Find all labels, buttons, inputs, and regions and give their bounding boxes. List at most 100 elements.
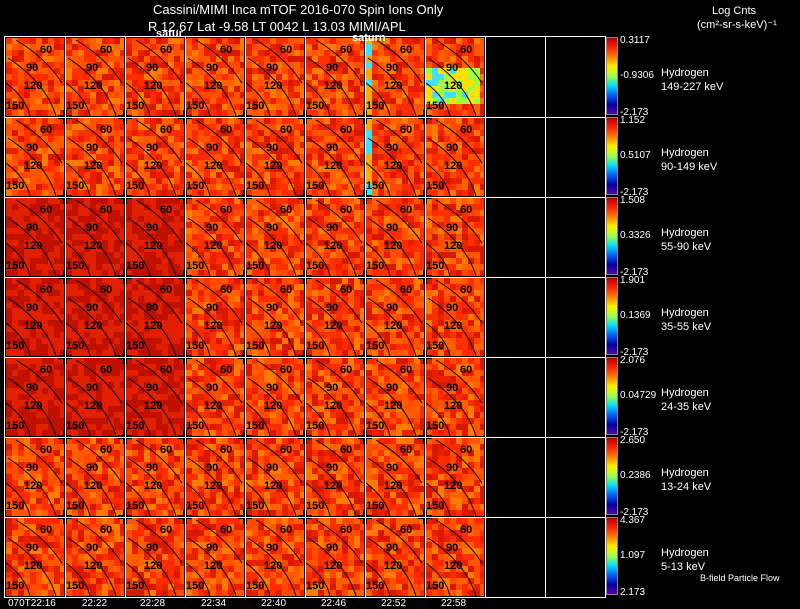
colorbar-min: -2.173 [620,347,649,358]
time-label: 22:34 [201,598,227,609]
pitch-angle-label: 150 [246,100,265,112]
pitch-angle-label: 150 [66,340,85,352]
pitch-angle-label: 120 [384,320,403,332]
time-label: 22:58 [441,598,467,609]
pitch-angle-label: 90 [326,382,339,394]
time-label: 22:22 [82,598,108,609]
pitch-angle-label: 120 [324,240,343,252]
pitch-angle-label: 120 [444,240,463,252]
saturn-label-2: saturn [352,32,386,44]
pitch-angle-label: 60 [400,124,413,136]
pitch-angle-label: 120 [84,480,103,492]
pitch-angle-label: 60 [280,524,293,536]
pitch-angle-map: 60 90 120 150 [426,198,484,276]
pitch-angle-label: 90 [86,462,99,474]
pitch-angle-label: 120 [144,560,163,572]
pitch-angle-map: 60 90 120 150 [426,278,484,356]
pitch-angle-label: 60 [340,124,353,136]
pitch-angle-label: 90 [446,62,459,74]
pitch-angle-label: 120 [264,480,283,492]
pitch-angle-label: 90 [146,142,159,154]
pitch-angle-label: 90 [386,462,399,474]
pitch-angle-label: 60 [340,444,353,456]
pitch-angle-map: 60 90 120 150 [6,518,64,596]
time-label: 22:28 [140,598,166,609]
pitch-angle-label: 150 [126,180,145,192]
colorbar-mid: 0.04729 [620,390,657,401]
pitch-angle-label: 60 [460,44,473,56]
pitch-angle-map: 60 90 120 150 [126,278,184,356]
pitch-angle-label: 60 [40,524,53,536]
pitch-angle-label: 60 [340,284,353,296]
pitch-angle-label: 120 [264,400,283,412]
pitch-angle-map: 60 90 120 150 [246,518,304,596]
saturn-label-1: satur [156,28,183,40]
pitch-angle-label: 90 [446,462,459,474]
pitch-angle-label: 120 [84,160,103,172]
pitch-angle-label: 90 [146,542,159,554]
pitch-angle-label: 90 [146,302,159,314]
pitch-angle-map: 60 90 120 150 [426,358,484,436]
pitch-angle-label: 90 [446,222,459,234]
pitch-angle-label: 150 [186,500,205,512]
pitch-angle-label: 60 [100,44,113,56]
pitch-angle-map: 60 90 120 150 [186,198,244,276]
pitch-angle-label: 150 [246,580,265,592]
pitch-angle-map: 60 90 120 150 [246,278,304,356]
pitch-angle-label: 60 [220,284,233,296]
pitch-angle-label: 120 [84,400,103,412]
pitch-angle-label: 90 [206,462,219,474]
pitch-angle-label: 150 [426,260,445,272]
pitch-angle-label: 60 [40,44,53,56]
colorbar-min: -2.173 [620,107,649,118]
pitch-angle-label: 90 [26,62,39,74]
pitch-angle-label: 150 [306,580,325,592]
species-label: Hydrogen [661,67,709,79]
pitch-angle-label: 60 [40,444,53,456]
pitch-angle-label: 150 [306,180,325,192]
pitch-angle-label: 150 [426,340,445,352]
energy-range-label: 13-24 keV [661,481,712,493]
pitch-angle-label: 150 [6,420,25,432]
pitch-angle-label: 60 [340,44,353,56]
units-subtitle: (cm²-sr-s-keV)⁻¹ [697,19,777,31]
species-label: Hydrogen [661,147,709,159]
colorbar-max: 2.076 [620,355,646,366]
pitch-angle-label: 120 [444,320,463,332]
colorbar-mid: 0.5107 [620,150,651,161]
pitch-angle-label: 60 [460,284,473,296]
plot-title: Cassini/MIMI Inca mTOF 2016-070 Spin Ion… [153,2,444,17]
pitch-angle-label: 90 [146,462,159,474]
pitch-angle-label: 150 [186,420,205,432]
colorbar-mid: 1.097 [620,550,646,561]
pitch-angle-label: 120 [264,80,283,92]
pitch-angle-map: 60 90 120 150 [6,278,64,356]
pitch-angle-label: 60 [160,364,173,376]
pitch-angle-label: 120 [384,480,403,492]
pitch-angle-label: 60 [220,444,233,456]
pitch-angle-label: 120 [24,240,43,252]
pitch-angle-label: 120 [264,160,283,172]
pitch-angle-label: 90 [26,142,39,154]
pitch-angle-map: 60 90 120 150 [246,438,304,516]
pitch-angle-label: 60 [460,444,473,456]
colorbar-mid: -0.9306 [620,70,654,81]
pitch-angle-label: 90 [386,142,399,154]
pitch-angle-label: 60 [40,364,53,376]
pitch-angle-label: 90 [206,542,219,554]
pitch-angle-label: 120 [144,320,163,332]
species-label: Hydrogen [661,387,709,399]
pitch-angle-label: 120 [144,240,163,252]
pitch-angle-map: 60 90 120 150 [6,198,64,276]
pitch-angle-label: 150 [6,180,25,192]
pitch-angle-label: 120 [264,240,283,252]
pitch-angle-label: 150 [426,580,445,592]
pitch-angle-label: 90 [86,62,99,74]
pitch-angle-map: 60 90 120 150 [306,38,364,116]
pitch-angle-map: 60 90 120 150 [126,518,184,596]
pitch-angle-label: 60 [160,524,173,536]
pitch-angle-label: 120 [204,80,223,92]
pitch-angle-label: 150 [66,420,85,432]
colorbar [606,277,618,355]
column-divider [65,37,66,597]
